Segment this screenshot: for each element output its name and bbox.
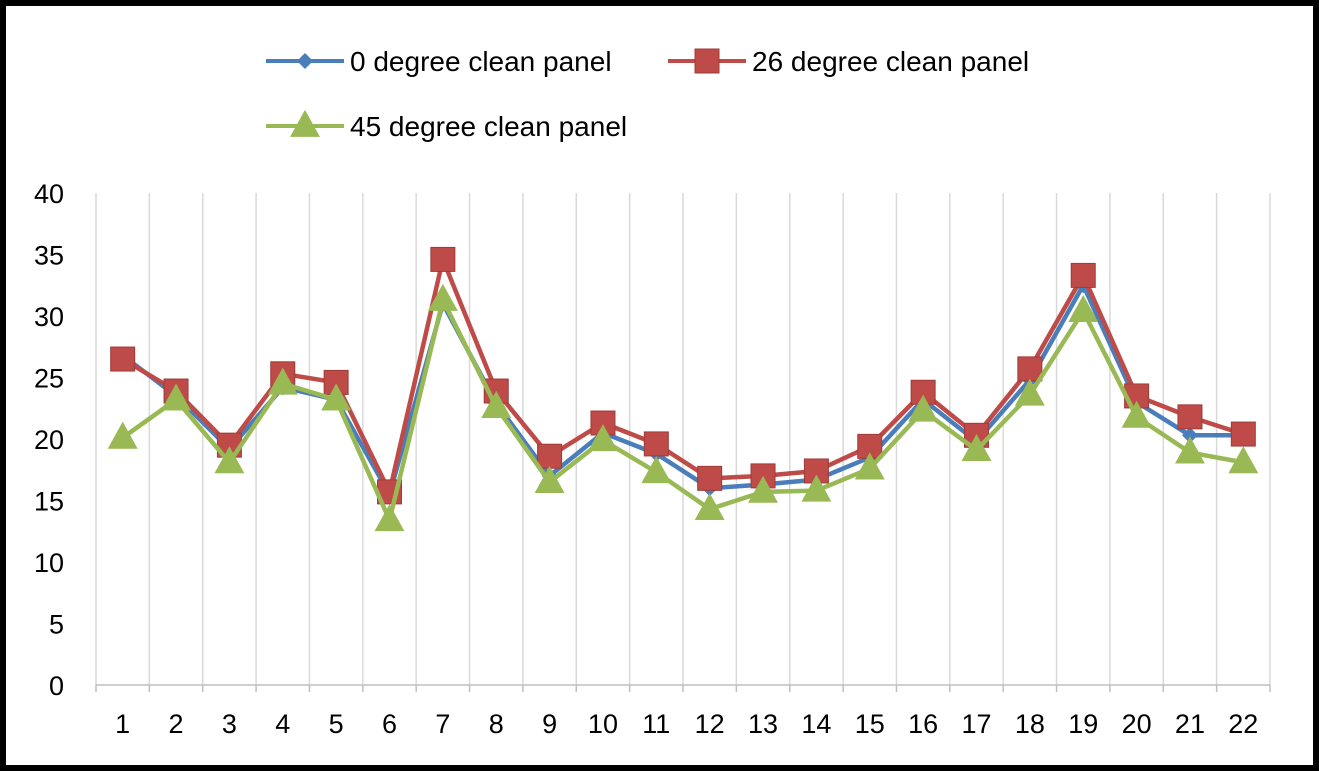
x-tick-label-5: 5: [329, 709, 344, 739]
series-2: [107, 283, 1259, 532]
x-tick-label-1: 1: [115, 709, 130, 739]
y-tick-label-15: 15: [34, 487, 64, 517]
point-s2-12: [694, 492, 725, 521]
y-tick-label-20: 20: [34, 425, 64, 455]
x-tick-label-17: 17: [961, 709, 991, 739]
point-s2-19: [1068, 294, 1099, 322]
x-tick-label-21: 21: [1175, 709, 1205, 739]
point-s1-7: [430, 246, 456, 272]
legend-item-2: 45 degree clean panel: [266, 109, 627, 142]
point-s2-8: [481, 390, 512, 418]
point-s1-19: [1070, 262, 1096, 288]
x-tick-label-7: 7: [435, 709, 450, 739]
point-s1-11: [643, 431, 669, 457]
point-s2-4: [267, 367, 298, 395]
x-tick-label-3: 3: [222, 709, 237, 739]
y-tick-label-10: 10: [34, 548, 64, 578]
point-s2-3: [214, 446, 245, 474]
point-s2-17: [961, 433, 992, 461]
series-line-1: [121, 257, 1245, 495]
x-tick-label-14: 14: [801, 709, 831, 739]
x-tick-label-12: 12: [695, 709, 725, 739]
legend-item-1: 26 degree clean panel: [668, 46, 1029, 77]
point-s1-12: [697, 465, 723, 491]
legend-marker-1: [694, 48, 720, 74]
y-tick-label-5: 5: [49, 610, 64, 640]
x-tick-label-16: 16: [908, 709, 938, 739]
point-s2-7: [427, 283, 458, 311]
point-s2-1: [107, 421, 138, 449]
axis-layer: 1 2 3 4 5 6 7 8 9 10 11 12 13 14 15 16 17 18 19 20 21 2205101…: [34, 179, 1271, 739]
x-tick-label-15: 15: [855, 709, 885, 739]
point-s2-18: [1014, 378, 1045, 406]
point-s2-16: [908, 394, 939, 422]
x-tick-label-6: 6: [382, 709, 397, 739]
legend-marker-0: [297, 53, 313, 69]
point-s1-21: [1177, 404, 1203, 430]
point-s2-21: [1175, 436, 1205, 464]
point-s2-10: [588, 424, 618, 452]
x-tick-label-9: 9: [542, 709, 557, 739]
x-tick-label-18: 18: [1015, 709, 1045, 739]
legend-marker-shape-1: [694, 48, 720, 74]
legend-label-0: 0 degree clean panel: [350, 46, 612, 77]
point-s2-6: [374, 504, 405, 532]
y-tick-label-30: 30: [34, 302, 64, 332]
y-tick-label-35: 35: [34, 241, 64, 271]
series-line-2: [121, 297, 1244, 523]
point-s0-21: [1181, 427, 1198, 444]
x-tick-label-11: 11: [642, 709, 670, 739]
legend-label-2: 45 degree clean panel: [350, 111, 627, 142]
point-s2-22: [1228, 446, 1259, 474]
legend-label-1: 26 degree clean panel: [752, 46, 1029, 77]
point-s2-2: [161, 383, 191, 411]
x-tick-label-20: 20: [1122, 709, 1152, 739]
point-s2-9: [534, 465, 565, 493]
point-s2-11: [641, 456, 672, 484]
point-s2-5: [321, 383, 352, 411]
legend-item-0: 0 degree clean panel: [266, 46, 612, 77]
x-tick-label-19: 19: [1068, 709, 1098, 739]
x-tick-label-4: 4: [275, 709, 290, 739]
x-tick-label-8: 8: [489, 709, 504, 739]
point-s2-20: [1121, 400, 1152, 428]
y-tick-label-40: 40: [34, 179, 64, 209]
point-s2-15: [854, 452, 885, 480]
y-tick-label-0: 0: [49, 671, 64, 701]
x-tick-label-2: 2: [169, 709, 184, 739]
point-s1-1: [110, 346, 136, 372]
point-s1-22: [1230, 421, 1256, 447]
y-tick-label-25: 25: [34, 364, 64, 394]
point-s1-9: [537, 443, 563, 469]
point-s2-14: [801, 474, 832, 502]
series-layer: [107, 246, 1259, 532]
x-tick-label-13: 13: [748, 709, 778, 739]
legend-marker-2: [290, 109, 320, 137]
legend-marker-shape-0: [297, 53, 313, 69]
point-s1-18: [1017, 356, 1043, 382]
legend: 0 degree clean panel 26 degree clean pan…: [266, 46, 1029, 142]
legend-marker-shape-2: [290, 109, 320, 137]
point-s2-13: [748, 475, 778, 503]
x-tick-label-22: 22: [1228, 709, 1258, 739]
x-tick-label-10: 10: [588, 709, 618, 739]
